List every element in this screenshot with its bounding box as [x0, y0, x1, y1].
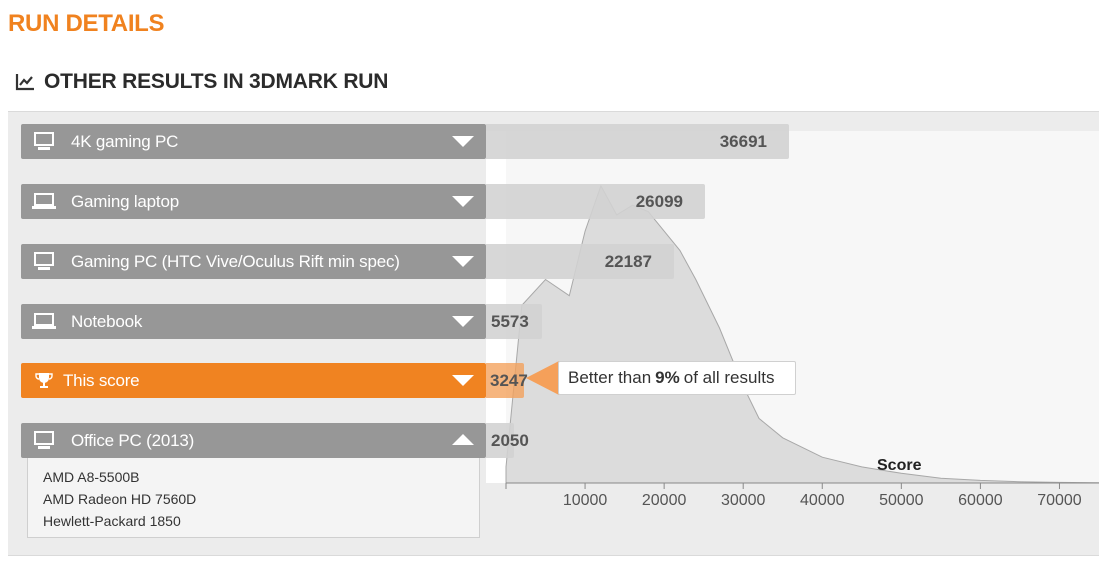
- section-title: OTHER RESULTS IN 3DMARK RUN: [44, 70, 389, 93]
- x-axis-ticks: [505, 483, 1060, 489]
- x-tick-label: 70000: [1037, 492, 1082, 509]
- x-axis-title: Score: [877, 457, 922, 474]
- x-tick-label: 30000: [720, 492, 766, 509]
- callout-percent: 9%: [655, 368, 680, 387]
- row-label: This score: [63, 370, 140, 390]
- chevron-down-icon[interactable]: [452, 136, 474, 147]
- distribution-area: [505, 184, 1099, 484]
- row-header[interactable]: Gaming laptop: [21, 184, 486, 219]
- x-tick-label: 20000: [641, 492, 687, 509]
- x-tick-label: 50000: [879, 492, 924, 509]
- x-tick-label: 10000: [562, 492, 608, 509]
- x-tick-label: 40000: [800, 492, 845, 509]
- chevron-down-icon[interactable]: [452, 375, 474, 386]
- desktop-icon: [31, 430, 57, 452]
- chevron-up-icon[interactable]: [452, 434, 474, 445]
- details-gpu: AMD Radeon HD 7560D: [43, 491, 197, 507]
- chevron-down-icon[interactable]: [452, 196, 474, 207]
- section-header: OTHER RESULTS IN 3DMARK RUN: [14, 70, 388, 94]
- row-label: Gaming PC (HTC Vive/Oculus Rift min spec…: [71, 251, 400, 271]
- line-chart-icon: [15, 74, 34, 91]
- page-title: RUN DETAILS: [8, 10, 165, 37]
- row-header[interactable]: 4K gaming PC: [21, 124, 486, 159]
- row-header[interactable]: This score: [21, 363, 486, 398]
- callout-pointer: [526, 361, 559, 395]
- details-cpu: AMD A8-5500B: [43, 469, 140, 485]
- row-header[interactable]: Office PC (2013): [21, 423, 486, 458]
- details-system: Hewlett-Packard 1850: [43, 513, 181, 529]
- score-bar: 5573: [486, 304, 542, 339]
- laptop-icon: [31, 311, 57, 333]
- percentile-callout: Better than 9% of all results: [558, 361, 796, 395]
- row-label: Office PC (2013): [71, 430, 195, 450]
- desktop-icon: [31, 251, 57, 273]
- desktop-icon: [31, 131, 57, 153]
- row-header[interactable]: Notebook: [21, 304, 486, 339]
- row-header[interactable]: Gaming PC (HTC Vive/Oculus Rift min spec…: [21, 244, 486, 279]
- score-bar: 36691: [486, 124, 789, 159]
- score-bar: 26099: [486, 184, 705, 219]
- trophy-icon: [31, 370, 57, 392]
- callout-suffix: of all results: [683, 368, 775, 387]
- row-label: 4K gaming PC: [71, 131, 179, 151]
- callout-prefix: Better than: [568, 368, 652, 387]
- score-bar: 22187: [486, 244, 674, 279]
- row-details: AMD A8-5500B AMD Radeon HD 7560D Hewlett…: [27, 458, 480, 538]
- chevron-down-icon[interactable]: [452, 316, 474, 327]
- row-label: Notebook: [71, 311, 143, 331]
- row-label: Gaming laptop: [71, 191, 179, 211]
- laptop-icon: [31, 191, 57, 213]
- score-bar: 3247: [486, 363, 528, 398]
- score-bar: 2050: [486, 423, 529, 458]
- x-tick-label: 60000: [958, 492, 1003, 509]
- chevron-down-icon[interactable]: [452, 256, 474, 267]
